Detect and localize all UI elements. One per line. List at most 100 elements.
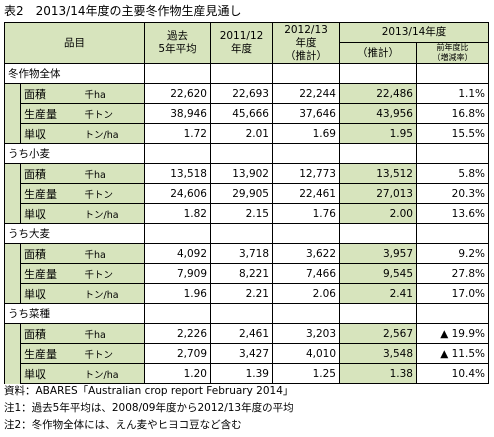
value-2013: 2.41 (339, 283, 417, 304)
row-indent (4, 123, 21, 144)
value-2012: 7,466 (272, 263, 340, 284)
value-2011: 3,718 (210, 243, 273, 264)
past-average-value: 22,620 (144, 83, 211, 104)
row-label: 生産量 (20, 343, 82, 364)
value-2013: 22,486 (339, 83, 417, 104)
change-value: 17.0% (416, 283, 489, 304)
row-label: 生産量 (20, 183, 82, 204)
row-label: 単収 (20, 203, 82, 224)
table-row: 生産量 千トン 24,606 29,905 22,461 27,013 20.3% (4, 183, 489, 204)
section-blank-cell (272, 223, 340, 244)
table-row: 面積 千ha 22,620 22,693 22,244 22,486 1.1% (4, 83, 489, 104)
section-blank-cell (144, 63, 211, 84)
change-value: 5.8% (416, 163, 489, 184)
table-row: 単収 トン/ha 1.20 1.39 1.25 1.38 10.4% (4, 363, 489, 384)
row-unit: トン/ha (81, 123, 145, 144)
value-2013: 1.38 (339, 363, 417, 384)
header-2012: 2012/13 年度 （推計） (272, 22, 340, 64)
change-value: 10.4% (416, 363, 489, 384)
value-2012: 3,622 (272, 243, 340, 264)
header-2013: 2013/14年度 (339, 22, 489, 43)
row-indent (4, 363, 21, 384)
change-value: 9.2% (416, 243, 489, 264)
table-row: 生産量 千トン 2,709 3,427 4,010 3,548 ▲ 11.5% (4, 343, 489, 364)
past-average-value: 24,606 (144, 183, 211, 204)
row-indent (4, 343, 21, 364)
change-value: ▲ 11.5% (416, 343, 489, 364)
change-value: 20.3% (416, 183, 489, 204)
table-row: 生産量 千トン 38,946 45,666 37,646 43,956 16.8% (4, 103, 489, 124)
section-blank-cell (416, 303, 489, 324)
value-2011: 2.21 (210, 283, 273, 304)
row-label: 単収 (20, 123, 82, 144)
row-unit: 千ha (81, 243, 145, 264)
value-2012: 4,010 (272, 343, 340, 364)
row-unit: 千ha (81, 323, 145, 344)
row-unit: トン/ha (81, 203, 145, 224)
row-label: 生産量 (20, 103, 82, 124)
row-indent (4, 283, 21, 304)
value-2011: 13,902 (210, 163, 273, 184)
row-label: 単収 (20, 283, 82, 304)
table-row: 面積 千ha 4,092 3,718 3,622 3,957 9.2% (4, 243, 489, 264)
header-change: 前年度比 （増減率） (416, 42, 489, 64)
value-2013: 1.95 (339, 123, 417, 144)
value-2011: 1.39 (210, 363, 273, 384)
header-past-average: 過去 5年平均 (144, 22, 211, 64)
table-row: 単収 トン/ha 1.96 2.21 2.06 2.41 17.0% (4, 283, 489, 304)
value-2013: 2,567 (339, 323, 417, 344)
table-title: 表2 2013/14年度の主要冬作物生産見通し (4, 4, 242, 18)
value-2013: 43,956 (339, 103, 417, 124)
row-indent (4, 263, 21, 284)
value-2011: 2.15 (210, 203, 273, 224)
table-row: 単収 トン/ha 1.82 2.15 1.76 2.00 13.6% (4, 203, 489, 224)
change-value: 13.6% (416, 203, 489, 224)
row-label: 面積 (20, 83, 82, 104)
section-blank-cell (272, 143, 340, 164)
section-name: うち大麦 (4, 223, 145, 244)
row-indent (4, 243, 21, 264)
row-unit: 千トン (81, 103, 145, 124)
value-2013: 13,512 (339, 163, 417, 184)
section-blank-cell (144, 223, 211, 244)
table-row: 面積 千ha 13,518 13,902 12,773 13,512 5.8% (4, 163, 489, 184)
value-2013: 3,548 (339, 343, 417, 364)
value-2012: 2.06 (272, 283, 340, 304)
source-note: 資料：ABARES「Australian crop report Februar… (4, 385, 294, 397)
header-item: 品目 (4, 22, 145, 64)
section-blank-cell (144, 303, 211, 324)
value-2012: 22,461 (272, 183, 340, 204)
value-2012: 12,773 (272, 163, 340, 184)
row-label: 面積 (20, 243, 82, 264)
change-value: 16.8% (416, 103, 489, 124)
change-value: ▲ 19.9% (416, 323, 489, 344)
value-2013: 2.00 (339, 203, 417, 224)
past-average-value: 4,092 (144, 243, 211, 264)
note-2: 注2：冬作物全体には、えん麦やヒヨコ豆など含む (4, 419, 242, 431)
value-2011: 3,427 (210, 343, 273, 364)
note-1: 注1：過去5年平均は、2008/09年度から2012/13年度の平均 (4, 402, 294, 414)
section-blank-cell (210, 143, 273, 164)
change-value: 1.1% (416, 83, 489, 104)
section-blank-cell (144, 143, 211, 164)
row-indent (4, 183, 21, 204)
row-unit: 千トン (81, 263, 145, 284)
section-blank-cell (272, 63, 340, 84)
row-unit: 千ha (81, 163, 145, 184)
row-unit: 千トン (81, 343, 145, 364)
section-blank-cell (339, 303, 417, 324)
row-indent (4, 203, 21, 224)
row-label: 単収 (20, 363, 82, 384)
section-blank-cell (339, 143, 417, 164)
past-average-value: 38,946 (144, 103, 211, 124)
section-name: うち菜種 (4, 303, 145, 324)
value-2013: 9,545 (339, 263, 417, 284)
section-blank-cell (416, 223, 489, 244)
section-blank-cell (210, 303, 273, 324)
table-row: 生産量 千トン 7,909 8,221 7,466 9,545 27.8% (4, 263, 489, 284)
row-label: 面積 (20, 163, 82, 184)
section-name: 冬作物全体 (4, 63, 145, 84)
value-2013: 3,957 (339, 243, 417, 264)
row-unit: トン/ha (81, 363, 145, 384)
value-2012: 1.25 (272, 363, 340, 384)
